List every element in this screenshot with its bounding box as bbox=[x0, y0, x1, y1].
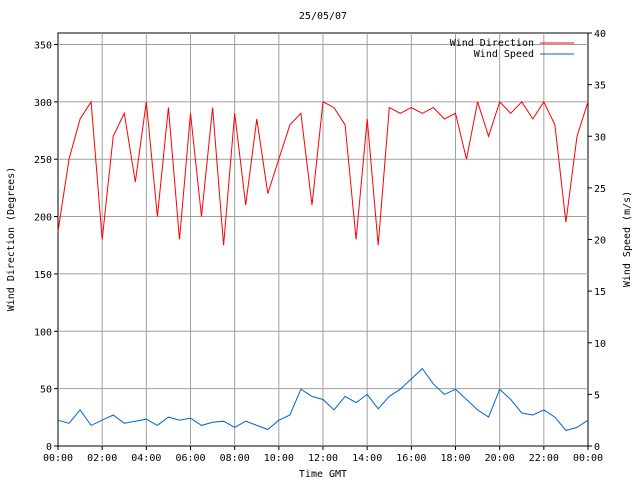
y-axis-label-left: Wind Direction (Degrees) bbox=[6, 167, 17, 312]
legend: Wind Direction Wind Speed bbox=[450, 38, 574, 60]
x-axis-label: Time GMT bbox=[299, 469, 347, 480]
y-left-tick-label: 50 bbox=[40, 385, 52, 396]
x-tick-label: 12:00 bbox=[308, 453, 338, 464]
chart-title: 25/05/07 bbox=[299, 11, 347, 22]
y-right-tick-label: 35 bbox=[594, 81, 606, 92]
legend-label-wind-direction: Wind Direction bbox=[450, 38, 534, 49]
y-left-tick-label: 100 bbox=[34, 327, 52, 338]
series-line-wind-speed bbox=[57, 367, 589, 432]
y-right-tick-label: 10 bbox=[594, 339, 606, 350]
y-right-tick-label: 30 bbox=[594, 132, 606, 143]
series-lines bbox=[57, 100, 589, 432]
legend-label-wind-speed: Wind Speed bbox=[474, 49, 534, 60]
x-tick-label: 06:00 bbox=[175, 453, 205, 464]
y-left-tick-label: 300 bbox=[34, 98, 52, 109]
x-tick-label: 04:00 bbox=[131, 453, 161, 464]
y-axis-label-right: Wind Speed (m/s) bbox=[622, 191, 633, 287]
x-tick-label: 10:00 bbox=[264, 453, 294, 464]
x-tick-label: 22:00 bbox=[529, 453, 559, 464]
x-tick-label: 00:00 bbox=[573, 453, 603, 464]
y-left-tick-label: 0 bbox=[46, 442, 52, 453]
y-right-tick-label: 40 bbox=[594, 29, 606, 40]
x-tick-label: 20:00 bbox=[485, 453, 515, 464]
x-tick-label: 02:00 bbox=[87, 453, 117, 464]
y-right-tick-label: 15 bbox=[594, 287, 606, 298]
y-right-tick-label: 20 bbox=[594, 236, 606, 247]
y-left-tick-label: 150 bbox=[34, 270, 52, 281]
y-right-tick-label: 0 bbox=[594, 442, 600, 453]
y-right-tick-label: 25 bbox=[594, 184, 606, 195]
x-tick-label: 18:00 bbox=[440, 453, 470, 464]
series-line-wind-direction bbox=[57, 100, 589, 246]
y-right-tick-label: 5 bbox=[594, 390, 600, 401]
x-tick-label: 08:00 bbox=[220, 453, 250, 464]
ticks: 00:00 02:00 04:00 06:00 08:00 10:00 12:00 14:00… bbox=[34, 29, 606, 464]
y-left-tick-label: 200 bbox=[34, 213, 52, 224]
y-left-tick-label: 250 bbox=[34, 155, 52, 166]
y-left-tick-label: 350 bbox=[34, 40, 52, 51]
x-tick-label: 16:00 bbox=[396, 453, 426, 464]
x-tick-label: 14:00 bbox=[352, 453, 382, 464]
x-tick-label: 00:00 bbox=[43, 453, 73, 464]
